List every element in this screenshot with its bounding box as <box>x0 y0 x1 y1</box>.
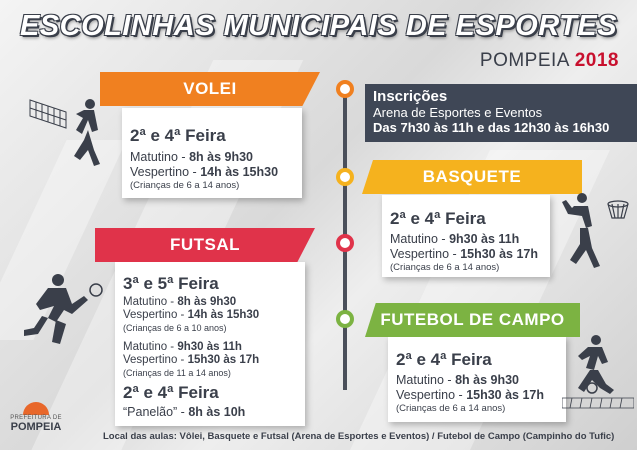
volleyball-player-icon <box>74 99 100 166</box>
session-period: Vespertino <box>123 309 178 321</box>
futsal-card: 3ª e 5ª Feira Matutino - 8h às 9h30 Vesp… <box>115 262 305 426</box>
panelao-label: “Panelão” <box>123 405 178 419</box>
volei-title: VOLEI <box>183 79 237 98</box>
city-name: POMPEIA <box>479 50 569 71</box>
futsal-days-1: 3ª e 5ª Feira <box>123 274 219 293</box>
page-title: ESCOLINHAS MUNICIPAIS DE ESPORTES <box>19 10 618 42</box>
inscricoes-hours: Das 7h30 às 11h e das 12h30 às 16h30 <box>373 120 610 135</box>
futebol-ribbon: FUTEBOL DE CAMPO <box>365 303 580 337</box>
volei-ages: (Crianças de 6 a 14 anos) <box>130 180 240 191</box>
futsal-days-2: 2ª e 4ª Feira <box>123 383 219 402</box>
session-time: 15h30 às 17h <box>187 354 260 366</box>
session-time: 14h às 15h30 <box>187 309 260 321</box>
futebol-session-2: Vespertino - 15h30 às 17h <box>396 388 545 402</box>
logo-small-text: PREFEITURA DE <box>10 415 62 421</box>
session-time: 15h30 às 17h <box>460 247 539 261</box>
session-period: Matutino <box>123 341 168 353</box>
basquete-session-1: Matutino - 9h30 às 11h <box>390 232 520 246</box>
timeline-dot-futsal <box>336 234 354 252</box>
basquete-card: 2ª e 4ª Feira Matutino - 9h30 às 11h Ves… <box>382 195 550 277</box>
session-period: Vespertino <box>396 388 456 402</box>
futsal-session-2: Vespertino - 14h às 15h30 <box>123 309 260 321</box>
session-period: Matutino <box>130 150 178 164</box>
basketball-player-icon <box>562 193 629 268</box>
basquete-ribbon: BASQUETE <box>362 160 582 194</box>
session-time: 15h30 às 17h <box>466 388 545 402</box>
timeline-dot-futebol <box>336 310 354 328</box>
futsal-ribbon: FUTSAL <box>95 228 315 262</box>
futebol-ages: (Crianças de 6 a 14 anos) <box>396 403 506 414</box>
session-period: Matutino <box>390 232 438 246</box>
futsal-session-4: Vespertino - 15h30 às 17h <box>123 354 260 366</box>
futebol-card: 2ª e 4ª Feira Matutino - 8h às 9h30 Vesp… <box>388 336 566 422</box>
session-time: 8h às 10h <box>188 405 246 419</box>
futebol-days: 2ª e 4ª Feira <box>396 350 492 369</box>
footer-note: Local das aulas: Vôlei, Basquete e Futsa… <box>103 431 615 442</box>
session-time: 8h às 9h30 <box>177 296 237 308</box>
futsal-ages-2: (Crianças de 11 a 14 anos) <box>123 368 231 378</box>
logo-big-text: POMPEIA <box>10 421 62 433</box>
session-period: Vespertino <box>130 165 190 179</box>
futsal-player-icon <box>24 274 103 344</box>
volei-days: 2ª e 4ª Feira <box>130 126 226 145</box>
basquete-ages: (Crianças de 6 a 14 anos) <box>390 262 500 273</box>
volei-session-1: Matutino - 8h às 9h30 <box>130 150 253 164</box>
session-time: 8h às 9h30 <box>455 373 519 387</box>
session-time: 9h30 às 11h <box>177 341 242 353</box>
soccer-goal-player-icon <box>562 335 634 409</box>
session-time: 8h às 9h30 <box>189 150 253 164</box>
session-time: 9h30 às 11h <box>449 232 520 246</box>
session-period: Matutino <box>123 296 168 308</box>
inscricoes-place: Arena de Esportes e Eventos <box>373 105 543 120</box>
futsal-ages-1: (Crianças de 6 a 10 anos) <box>123 323 227 333</box>
page-subtitle: POMPEIA 2018 <box>480 50 619 72</box>
session-period: Matutino <box>396 373 444 387</box>
session-time: 14h às 15h30 <box>200 165 279 179</box>
inscricoes-box: Inscrições Arena de Esportes e Eventos D… <box>365 84 637 142</box>
inscricoes-heading: Inscrições <box>373 88 448 105</box>
volei-session-2: Vespertino - 14h às 15h30 <box>130 165 279 179</box>
futsal-title: FUTSAL <box>169 235 241 254</box>
volei-ribbon: VOLEI <box>100 72 320 106</box>
volei-card: 2ª e 4ª Feira Matutino - 8h às 9h30 Vesp… <box>122 108 302 198</box>
volleyball-net-icon <box>29 99 100 166</box>
year: 2018 <box>574 50 619 71</box>
futsal-session-3: Matutino - 9h30 às 11h <box>123 341 242 353</box>
futsal-session-1: Matutino - 8h às 9h30 <box>123 296 237 308</box>
session-period: Vespertino <box>390 247 450 261</box>
timeline-dot-basquete <box>336 168 354 186</box>
prefeitura-logo: PREFEITURA DE POMPEIA <box>6 402 66 433</box>
basquete-title: BASQUETE <box>422 167 522 186</box>
futebol-title: FUTEBOL DE CAMPO <box>380 310 565 329</box>
futsal-panelao: “Panelão” - 8h às 10h <box>123 405 246 419</box>
basquete-days: 2ª e 4ª Feira <box>390 209 486 228</box>
sun-logo-icon <box>23 402 49 415</box>
session-period: Vespertino <box>123 354 178 366</box>
timeline-dot-volei <box>336 80 354 98</box>
basquete-session-2: Vespertino - 15h30 às 17h <box>390 247 539 261</box>
futebol-session-1: Matutino - 8h às 9h30 <box>396 373 519 387</box>
